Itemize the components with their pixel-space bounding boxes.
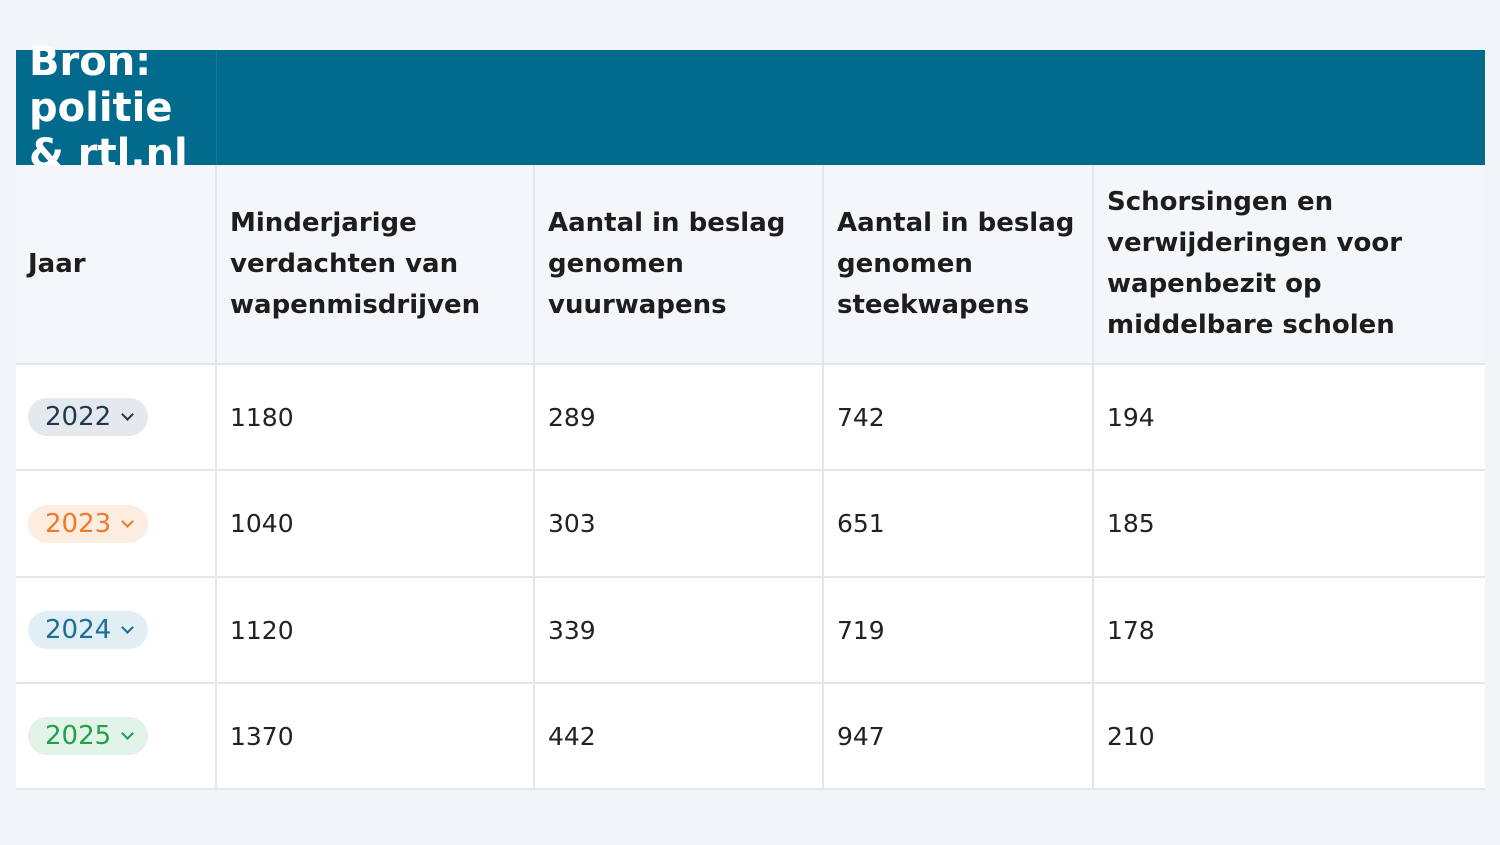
cell-knives: 742 [824, 365, 1094, 471]
table-row-year-cell: 2023 [16, 471, 217, 578]
cell-firearms: 303 [535, 471, 824, 578]
year-dropdown[interactable]: 2024 [28, 611, 149, 649]
cell-knives: 651 [824, 471, 1094, 578]
cell-knives: 947 [824, 684, 1094, 790]
cell-firearms: 442 [535, 684, 824, 790]
cell-minors: 1370 [217, 684, 535, 790]
cell-firearms: 289 [535, 365, 824, 471]
table-row-year-cell: 2022 [16, 365, 217, 471]
column-header-knives: Aantal in beslag genomen steekwapens [824, 165, 1094, 365]
year-label: 2024 [45, 615, 112, 645]
column-header-firearms: Aantal in beslag genomen vuurwapens [535, 165, 824, 365]
cell-minors: 1120 [217, 578, 535, 684]
cell-suspensions: 210 [1094, 684, 1485, 790]
cell-minors: 1180 [217, 365, 535, 471]
cell-suspensions: 185 [1094, 471, 1485, 578]
year-dropdown[interactable]: 2023 [28, 504, 149, 543]
cell-suspensions: 194 [1094, 365, 1485, 471]
table-row-year-cell: 2025 [16, 684, 217, 790]
column-header-suspensions: Schorsingen en verwijderingen voor wapen… [1094, 165, 1485, 365]
column-header-minors: Minderjarige verdachten van wapenmisdrij… [217, 165, 535, 365]
cell-suspensions: 178 [1094, 578, 1485, 684]
chevron-down-icon [121, 514, 135, 528]
chevron-down-icon [121, 621, 135, 634]
table-title-bar-fill [217, 50, 1485, 165]
cell-firearms: 339 [535, 578, 824, 684]
year-dropdown[interactable]: 2025 [28, 717, 149, 755]
chevron-down-icon [121, 727, 135, 740]
cell-minors: 1040 [217, 471, 535, 578]
table-row-year-cell: 2024 [16, 578, 217, 684]
table-title: Bron: politie & rtl.nl [16, 39, 217, 177]
chevron-down-icon [121, 408, 135, 421]
year-dropdown[interactable]: 2022 [28, 398, 149, 436]
column-header-year: Jaar [16, 165, 217, 365]
year-label: 2025 [45, 721, 112, 751]
data-table: Bron: politie & rtl.nl Jaar Minderjarige… [16, 39, 1485, 790]
year-label: 2022 [45, 402, 112, 432]
cell-knives: 719 [824, 578, 1094, 684]
year-label: 2023 [45, 508, 112, 539]
